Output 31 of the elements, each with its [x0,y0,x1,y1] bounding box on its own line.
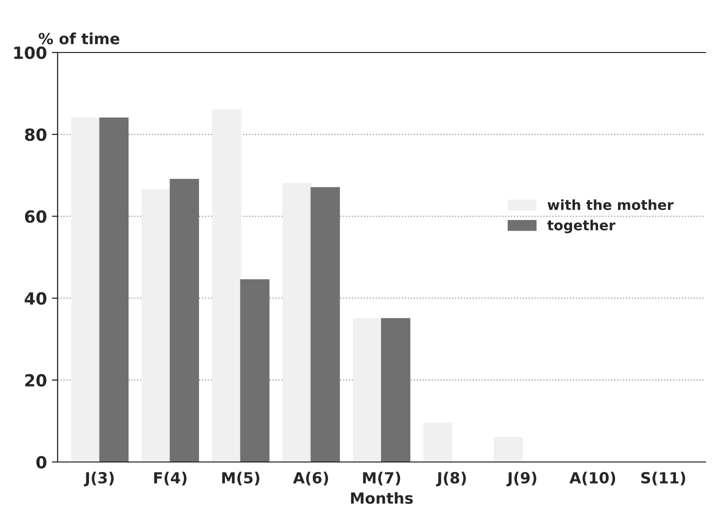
bar [240,279,270,462]
bar [494,436,524,462]
x-tick-label: J(3) [84,472,114,486]
bar [170,178,200,462]
legend-label: with the mother [548,199,674,210]
x-tick-label: M(5) [222,472,260,486]
x-tick-label: A(10) [569,472,616,486]
y-tick-label: 100 [14,46,46,60]
bar [71,117,100,462]
x-tick-label: M(7) [363,472,400,486]
y-tick-label: 0 [36,456,46,469]
legend-label: together [547,220,616,234]
bar [212,109,242,462]
x-tick-label: F(4) [154,472,186,486]
bar [99,117,129,462]
y-tick-label: 80 [25,128,46,141]
bar [282,182,312,462]
bar [381,318,410,462]
y-tick-label: 40 [24,292,46,305]
x-axis-title: Months [351,492,413,504]
bar [142,189,171,462]
bar [352,318,382,462]
bar [310,187,340,462]
y-tick-label: 20 [25,374,46,387]
bar [423,422,453,462]
x-tick-label: J(8) [436,472,466,486]
x-tick-label: A(6) [293,472,328,486]
x-tick-label: S(11) [641,472,686,486]
x-tick-label: J(9) [506,472,536,486]
y-tick-label: 60 [25,210,46,223]
y-axis-title: % of time [38,32,120,44]
